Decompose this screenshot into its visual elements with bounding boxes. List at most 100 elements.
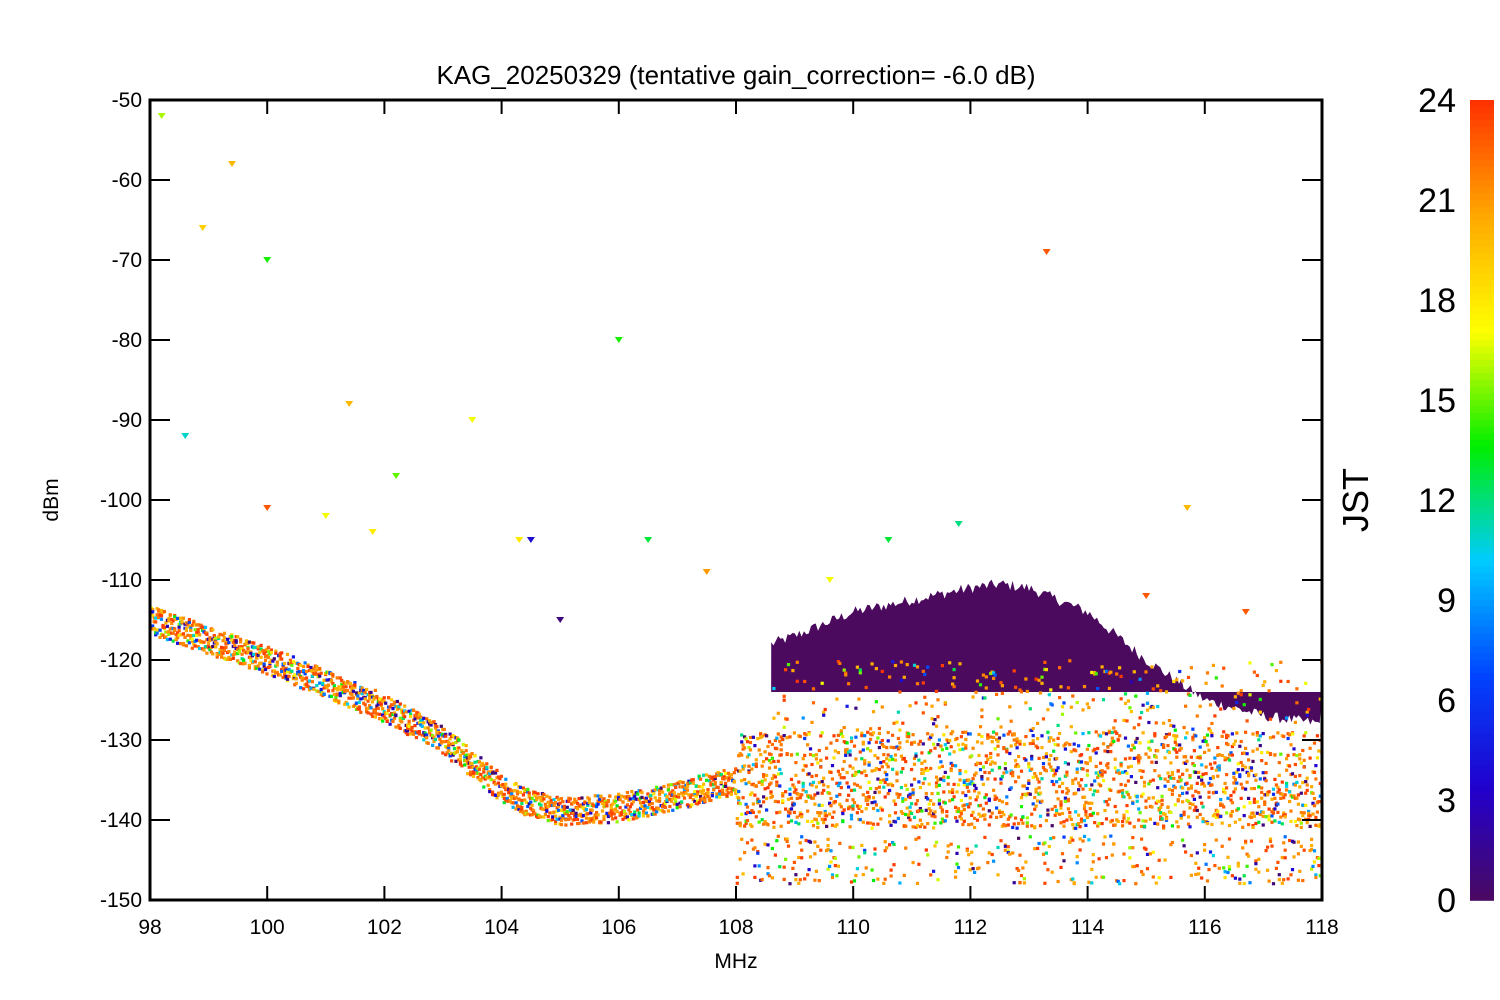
noise-point [305,669,309,674]
noise-point [1283,815,1287,819]
noise-point [520,806,524,810]
noise-point [1058,784,1062,789]
noise-point [1040,777,1044,781]
noise-point [989,755,993,759]
noise-point [915,665,920,669]
noise-point [1147,755,1151,759]
noise-point [984,675,988,679]
noise-point [932,742,936,746]
noise-point [706,788,710,792]
noise-point [690,803,694,807]
noise-point [614,807,618,811]
noise-point [738,857,742,861]
noise-point [782,694,786,698]
x-tick-label: 108 [718,916,753,939]
noise-point [1037,786,1041,790]
noise-point [433,737,438,742]
noise-point [1279,660,1283,664]
noise-point [1147,720,1151,725]
noise-point [1000,691,1004,695]
noise-point [801,716,805,720]
noise-point [1288,799,1292,804]
noise-point [1170,770,1174,775]
noise-point [618,806,622,810]
noise-point [357,705,361,709]
colorbar-swatch [1470,840,1494,848]
noise-point [215,642,219,646]
noise-point [789,807,794,811]
noise-point [860,771,864,775]
noise-point [993,777,997,781]
colorbar-swatch [1470,393,1494,401]
noise-point [1230,801,1234,805]
noise-point [668,804,672,809]
noise-point [743,746,747,750]
noise-point [1053,813,1057,817]
noise-point [356,694,360,698]
noise-point [663,801,668,805]
noise-point [1113,730,1117,734]
noise-point [1154,881,1158,885]
noise-point [1214,676,1218,680]
noise-point [757,820,761,824]
noise-point [222,636,227,640]
noise-point [1175,820,1179,824]
noise-point [313,672,317,676]
noise-point [1241,846,1245,850]
noise-point [1162,826,1166,830]
noise-point [1164,733,1169,737]
noise-point [735,817,739,821]
noise-point [1131,836,1135,840]
carrier-column [614,337,623,343]
noise-point [838,781,842,785]
noise-point [498,777,502,781]
noise-point [256,664,260,668]
noise-point [848,764,852,768]
noise-point [800,815,804,819]
noise-point [214,645,218,649]
noise-point [895,772,899,776]
noise-point [954,875,958,879]
noise-point [344,700,348,704]
noise-point [699,795,703,799]
noise-point [165,638,169,642]
y-tick-label: -150 [100,889,142,912]
noise-point [706,791,710,795]
noise-point [1280,780,1284,784]
noise-point [1132,670,1136,674]
noise-point [1277,761,1281,765]
noise-point [1101,779,1106,783]
noise-point [910,811,914,815]
y-axis-label: dBm [40,478,63,521]
colorbar-swatch [1470,186,1494,195]
noise-point [656,807,660,811]
noise-point [1068,815,1072,819]
noise-point [852,801,857,805]
noise-point [895,745,899,749]
noise-point [1210,822,1214,826]
noise-point [1162,824,1166,828]
noise-point [1255,733,1259,737]
noise-point [849,788,854,792]
noise-point [627,794,631,798]
noise-point [1126,779,1130,783]
noise-point [851,845,855,850]
noise-point [879,740,883,745]
noise-point [835,874,839,878]
noise-point [753,875,757,879]
noise-point [854,706,858,710]
noise-point [876,877,880,881]
noise-point [1008,751,1012,756]
noise-point [1192,763,1196,768]
noise-point [1188,774,1192,778]
noise-point [255,666,259,670]
noise-point [294,677,298,681]
noise-point [1113,757,1117,761]
colorbar-swatch [1470,473,1494,481]
noise-point [696,790,700,794]
noise-point [1041,755,1046,760]
noise-point [1252,670,1256,674]
noise-point [923,768,927,772]
noise-point [829,804,833,808]
noise-point [1299,791,1303,795]
